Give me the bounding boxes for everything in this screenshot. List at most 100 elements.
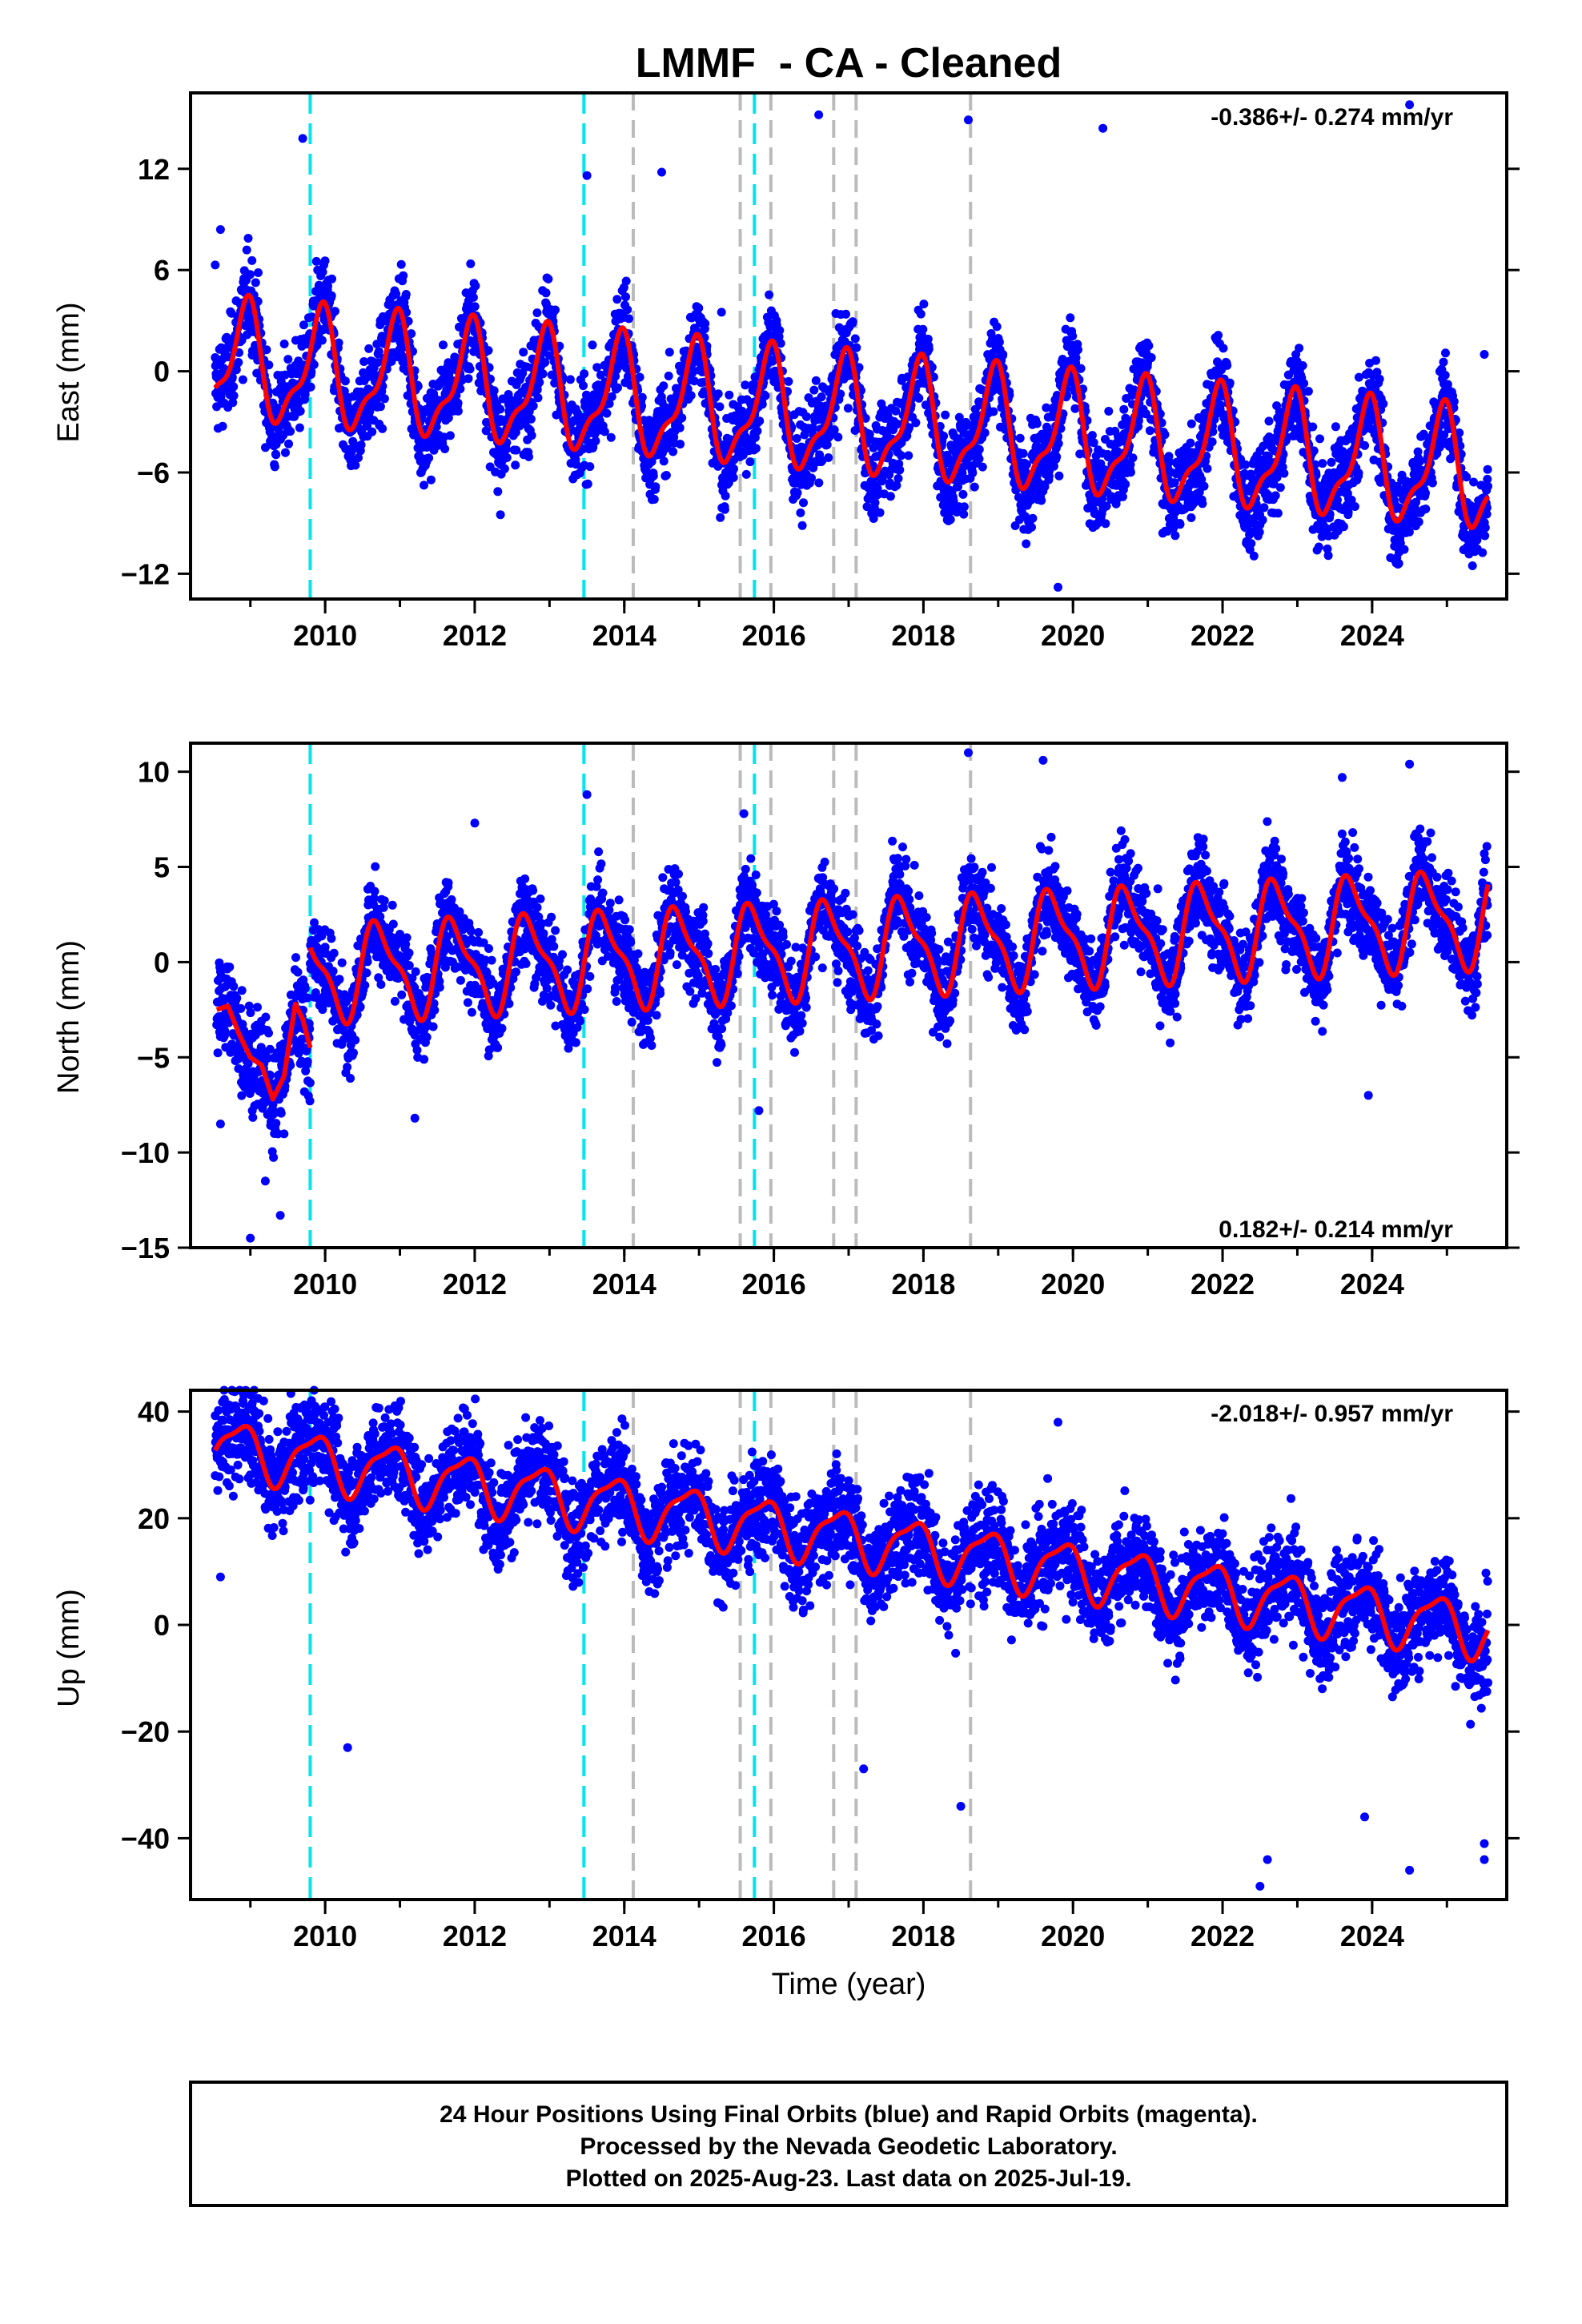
- data-point: [579, 381, 588, 391]
- data-point: [870, 498, 880, 508]
- east-axes: 2010 2012 2014 2016 2018 2020 2022 2024−12−6061…: [121, 91, 1520, 652]
- data-point: [1323, 551, 1333, 561]
- data-point: [1259, 503, 1269, 513]
- data-point: [1295, 344, 1304, 353]
- data-point: [502, 453, 512, 462]
- data-point: [1375, 374, 1384, 384]
- data-point: [1170, 531, 1180, 541]
- data-point: [242, 245, 251, 255]
- data-point: [254, 268, 263, 277]
- data-point: [757, 400, 767, 409]
- data-point: [914, 393, 924, 403]
- data-point: [1468, 561, 1477, 570]
- data-point: [527, 431, 536, 440]
- data-point: [295, 406, 305, 416]
- data-point: [1199, 481, 1209, 491]
- data-point: [648, 471, 658, 480]
- data-point: [359, 357, 369, 366]
- data-point: [420, 480, 428, 490]
- data-point: [453, 398, 463, 408]
- data-point: [637, 392, 647, 402]
- data-point: [761, 391, 770, 400]
- data-point-outlier: [1054, 582, 1062, 592]
- data-point: [378, 424, 387, 433]
- data-point: [270, 462, 279, 472]
- data-point: [1462, 472, 1472, 482]
- panel-east: 2010 2012 2014 2016 2018 2020 2022 2024−12−6061…: [52, 91, 1520, 652]
- data-point: [675, 423, 685, 432]
- data-point: [624, 314, 633, 324]
- data-point-outlier: [582, 171, 592, 180]
- y-tick-label: −12: [121, 557, 170, 590]
- data-point: [1144, 341, 1154, 351]
- data-point: [397, 990, 407, 999]
- data-point: [715, 402, 725, 412]
- data-point: [311, 256, 321, 266]
- data-point: [1483, 464, 1492, 474]
- data-point: [958, 489, 968, 499]
- x-tick-label: 2022: [1191, 619, 1255, 652]
- data-point: [686, 391, 696, 400]
- data-point: [1054, 471, 1064, 480]
- data-point: [1299, 379, 1309, 388]
- data-point: [1146, 353, 1156, 362]
- data-point: [340, 376, 350, 386]
- data-point: [797, 521, 807, 530]
- east-rate-label: -0.386+/- 0.274 mm/yr: [1211, 104, 1453, 131]
- figure-title: LMMF - CA - Cleaned: [636, 40, 1062, 86]
- data-point: [524, 452, 533, 461]
- data-point: [306, 382, 315, 392]
- data-point: [367, 427, 377, 436]
- data-point-outlier: [964, 115, 973, 125]
- data-point: [496, 404, 505, 414]
- data-point: [970, 482, 979, 492]
- data-point: [796, 508, 805, 517]
- data-point: [974, 454, 984, 464]
- data-point: [885, 492, 895, 501]
- data-point: [893, 474, 903, 483]
- data-point: [994, 337, 1004, 347]
- data-point: [1186, 419, 1196, 428]
- data-point: [1414, 517, 1423, 527]
- data-point: [526, 414, 536, 424]
- data-point: [716, 513, 725, 522]
- data-point: [802, 412, 811, 421]
- data-point: [809, 385, 819, 395]
- data-point: [807, 473, 816, 483]
- data-point: [924, 344, 934, 354]
- data-point: [511, 460, 520, 470]
- data-point: [817, 392, 826, 402]
- data-point: [694, 304, 704, 313]
- data-point: [351, 1035, 360, 1045]
- data-point: [374, 347, 383, 356]
- data-point: [729, 464, 738, 473]
- east-data-points: [211, 100, 1492, 592]
- data-point: [327, 934, 336, 943]
- data-point: [1071, 353, 1081, 363]
- data-point: [588, 340, 597, 350]
- data-point: [784, 376, 793, 386]
- data-point: [355, 1002, 365, 1011]
- data-point: [1241, 460, 1251, 469]
- data-point: [1339, 522, 1348, 532]
- data-point: [247, 255, 257, 265]
- data-point: [1441, 348, 1450, 358]
- data-point: [229, 382, 239, 392]
- data-point: [532, 308, 542, 318]
- data-point: [411, 967, 420, 976]
- data-point: [544, 274, 553, 283]
- data-point: [741, 469, 751, 479]
- east-axis-label: East (mm): [52, 302, 86, 442]
- data-point: [665, 348, 674, 357]
- data-point: [435, 983, 444, 992]
- data-point: [664, 372, 673, 380]
- data-point: [1076, 364, 1086, 373]
- data-point: [1068, 332, 1078, 341]
- data-point: [279, 340, 289, 348]
- data-point: [833, 432, 843, 442]
- data-point: [621, 292, 630, 302]
- data-point: [362, 968, 371, 978]
- data-point: [468, 292, 478, 302]
- data-point: [264, 360, 274, 370]
- data-point: [426, 475, 436, 485]
